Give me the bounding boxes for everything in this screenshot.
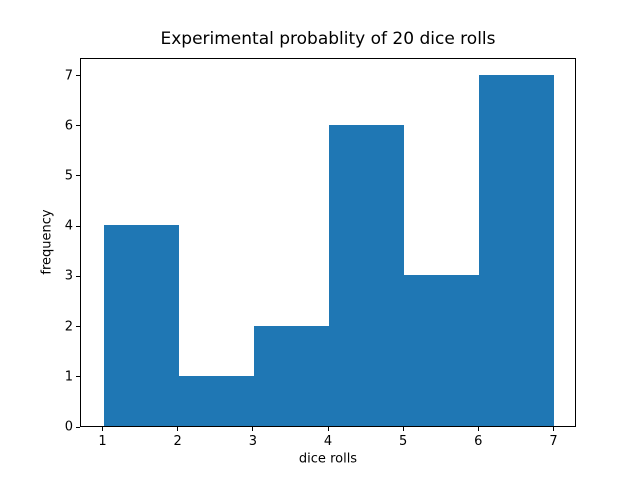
y-tick-label: 3 [64,268,73,284]
y-tick-label: 1 [64,369,73,385]
y-tick-mark [76,275,80,277]
x-tick-label: 3 [248,434,257,449]
x-tick-label: 7 [549,434,558,449]
y-tick-label: 6 [64,118,73,134]
x-tick-mark [477,427,479,431]
x-tick-mark [177,427,179,431]
y-tick-mark [76,426,80,428]
x-tick-label: 1 [98,434,107,449]
x-tick-mark [552,427,554,431]
y-tick-label: 5 [64,168,73,184]
y-tick-mark [76,175,80,177]
x-axis-label: dice rolls [298,451,358,467]
y-tick-mark [76,125,80,127]
histogram-bar-1 [103,225,179,426]
y-tick-mark [76,376,80,378]
y-tick-mark [76,326,80,328]
histogram-bar-6 [479,74,555,426]
x-tick-mark [327,427,329,431]
x-tick-mark [252,427,254,431]
x-tick-mark [402,427,404,431]
y-tick-label: 4 [64,218,73,234]
plot-area [80,58,576,427]
x-tick-label: 4 [323,434,333,449]
chart-title: Experimental probablity of 20 dice rolls [160,29,496,49]
y-tick-label: 0 [64,419,73,435]
histogram-bar-2 [178,375,254,426]
y-tick-label: 2 [64,319,73,335]
y-tick-mark [76,75,80,77]
x-tick-label: 2 [173,434,182,449]
histogram-bar-4 [329,124,405,426]
y-tick-mark [76,225,80,227]
histogram-bar-3 [253,325,329,426]
x-tick-label: 5 [399,434,408,449]
y-tick-label: 7 [64,68,73,84]
histogram-bar-5 [404,275,480,426]
x-tick-mark [102,427,104,431]
x-tick-label: 6 [474,434,483,449]
